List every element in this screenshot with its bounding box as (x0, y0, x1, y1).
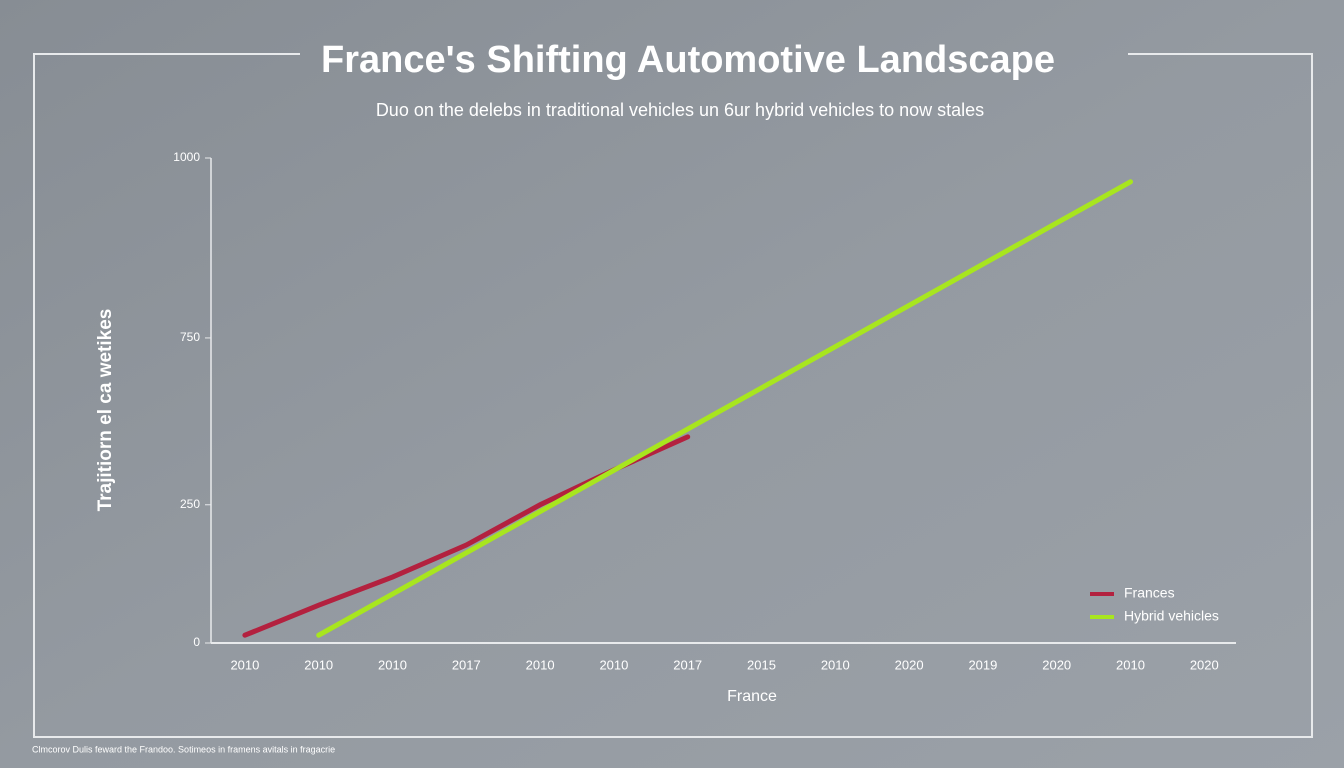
x-tick-label: 2010 (304, 657, 333, 672)
x-tick-label: 2017 (452, 657, 481, 672)
legend-label: Hybrid vehicles (1124, 608, 1219, 624)
x-tick-label: 2010 (599, 657, 628, 672)
frame (33, 53, 1313, 738)
y-tick-label: 1000 (173, 150, 200, 164)
x-tick-label: 2020 (1042, 657, 1071, 672)
y-tick-label: 0 (193, 635, 200, 649)
x-tick-label: 2010 (526, 657, 555, 672)
legend-label: Frances (1124, 585, 1175, 601)
x-tick-label: 2010 (821, 657, 850, 672)
footer: Clmcorov Dulis feward the Frandoo. Sotim… (32, 744, 335, 754)
chart-subtitle: Duo on the delebs in traditional vehicle… (376, 100, 984, 120)
y-tick-label: 250 (180, 497, 200, 511)
x-tick-label: 2019 (968, 657, 997, 672)
x-tick-label: 2015 (747, 657, 776, 672)
y-axis-title: Trajitiorn el ca wetikes (95, 309, 116, 512)
x-tick-label: 2017 (673, 657, 702, 672)
x-axis-title: France (727, 688, 777, 705)
x-tick-label: 2020 (1190, 657, 1219, 672)
series-line (316, 179, 1133, 638)
chart-title: France's Shifting Automotive Landscape (321, 39, 1055, 81)
x-tick-label: 2020 (895, 657, 924, 672)
y-tick-label: 750 (180, 330, 200, 344)
x-tick-label: 2010 (230, 657, 259, 672)
x-tick-label: 2010 (378, 657, 407, 672)
x-tick-label: 2010 (1116, 657, 1145, 672)
